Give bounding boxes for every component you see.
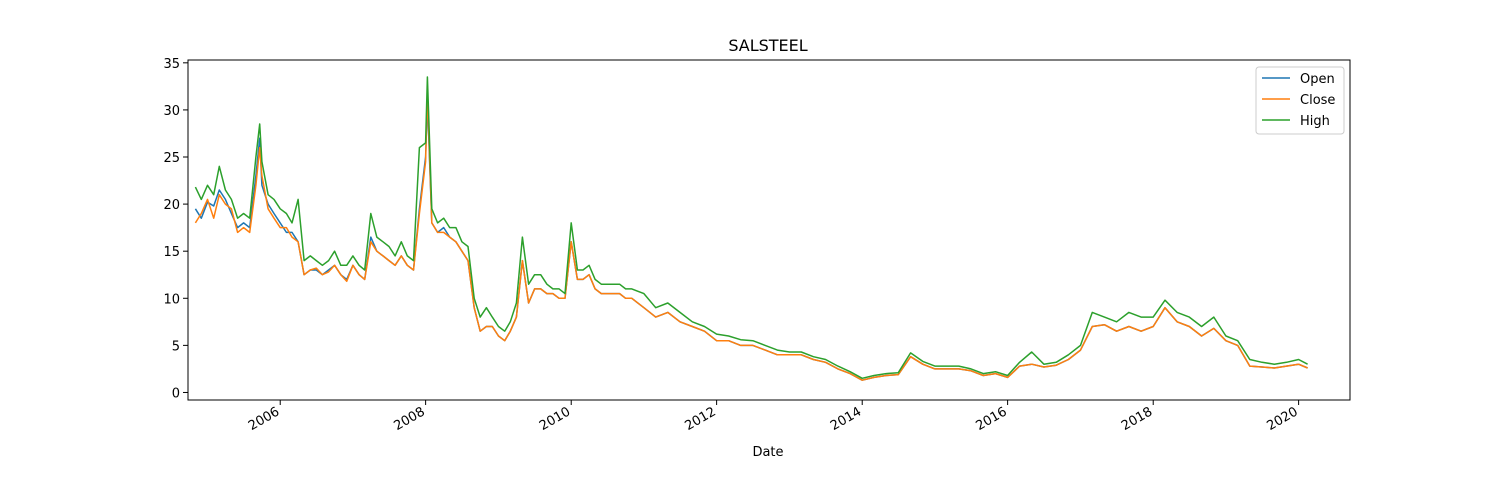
y-tick-label: 25 <box>163 151 180 166</box>
y-axis: 0 5 10 15 20 25 30 35 <box>163 57 188 401</box>
legend: Open Close High <box>1255 66 1345 135</box>
chart-title: SALSTEEL <box>728 36 807 55</box>
y-tick-label: 15 <box>163 245 180 260</box>
y-tick-label: 35 <box>163 57 180 72</box>
plot-frame <box>187 59 1351 401</box>
y-tick-label: 0 <box>172 386 180 401</box>
series-layer <box>194 76 1308 381</box>
legend-label-high: High <box>1300 114 1330 129</box>
y-tick-label: 30 <box>163 104 180 119</box>
y-tick-label: 20 <box>163 198 180 213</box>
series-line-close <box>194 90 1308 381</box>
y-tick-label: 10 <box>163 292 180 307</box>
legend-box <box>1255 66 1345 135</box>
y-tick-label: 5 <box>172 339 180 354</box>
x-axis-label: Date <box>752 445 783 460</box>
legend-label-close: Close <box>1300 93 1335 108</box>
series-line-high <box>194 76 1308 380</box>
legend-label-open: Open <box>1300 72 1335 87</box>
